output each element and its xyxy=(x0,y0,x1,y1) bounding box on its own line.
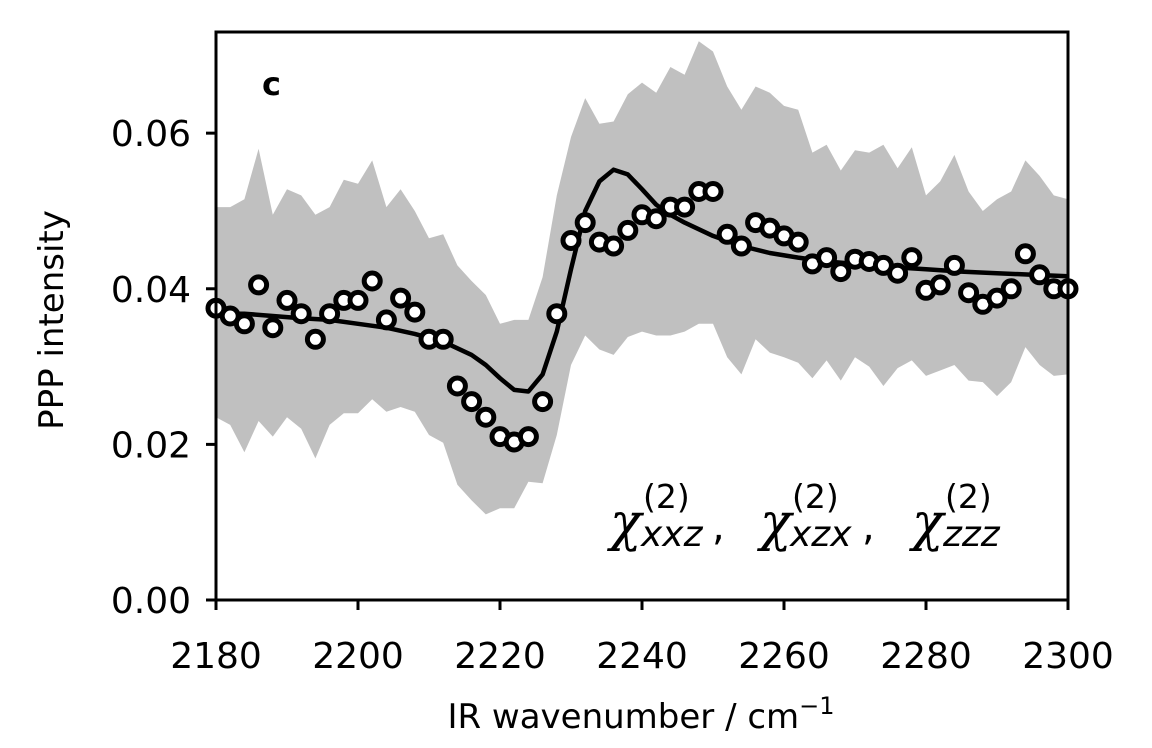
data-point xyxy=(1014,243,1036,265)
data-point xyxy=(730,235,752,257)
data-point xyxy=(233,313,255,335)
chi-subscript: xxz xyxy=(640,514,704,555)
data-point xyxy=(432,328,454,350)
chi-term-xzx: χ (2) xzx , xyxy=(756,477,875,555)
x-axis-title-superscript: −1 xyxy=(799,692,834,720)
data-markers xyxy=(205,181,1079,453)
chi-term-xxz: χ (2) xxz , xyxy=(606,477,725,555)
y-tick-label: 0.04 xyxy=(111,270,191,311)
data-point xyxy=(716,223,738,245)
data-point xyxy=(830,261,852,283)
x-axis-title-text: IR wavenumber / cm xyxy=(447,697,799,737)
chi-annotation: χ (2) xxz , χ (2) xzx , χ (2) zzz xyxy=(606,477,1001,555)
data-point xyxy=(986,287,1008,309)
chi-term-zzz: χ (2) zzz xyxy=(908,477,1001,555)
data-point xyxy=(901,247,923,269)
data-point xyxy=(347,289,369,311)
chi-symbol: χ xyxy=(908,493,947,553)
data-point xyxy=(319,303,341,325)
x-axis-title: IR wavenumber / cm−1 xyxy=(447,692,834,737)
data-point xyxy=(361,270,383,292)
x-axis-ticks: 2180 2200 2220 2240 2260 2280 2300 xyxy=(170,600,1114,677)
x-tick-label: 2220 xyxy=(454,636,546,677)
data-point xyxy=(574,212,596,234)
y-axis-title: PPP intensity xyxy=(32,210,72,430)
data-point xyxy=(290,303,312,325)
data-point xyxy=(532,391,554,413)
chi-symbol: χ xyxy=(606,493,645,553)
y-axis-ticks: 0.00 0.02 0.04 0.06 xyxy=(111,114,216,622)
y-tick-label: 0.02 xyxy=(111,425,191,466)
data-point xyxy=(887,262,909,284)
x-tick-label: 2260 xyxy=(738,636,830,677)
data-point xyxy=(603,235,625,257)
chi-superscript: (2) xyxy=(945,477,992,516)
data-point xyxy=(404,301,426,323)
data-point xyxy=(446,375,468,397)
data-point xyxy=(929,274,951,296)
data-point xyxy=(645,208,667,230)
x-tick-label: 2300 xyxy=(1022,636,1114,677)
x-tick-label: 2280 xyxy=(880,636,972,677)
data-point xyxy=(248,274,270,296)
data-point xyxy=(304,328,326,350)
panel-label: c xyxy=(262,65,281,103)
data-point xyxy=(1029,264,1051,286)
data-point xyxy=(787,231,809,253)
data-point xyxy=(517,426,539,448)
data-point xyxy=(617,219,639,241)
data-point xyxy=(560,230,582,251)
chi-symbol: χ xyxy=(756,493,795,553)
chi-superscript: (2) xyxy=(643,477,690,516)
data-point xyxy=(1000,278,1022,300)
data-point xyxy=(390,287,412,309)
x-tick-label: 2200 xyxy=(312,636,404,677)
data-point xyxy=(262,317,284,339)
data-point xyxy=(816,247,838,269)
data-point xyxy=(461,391,483,413)
chi-separator: , xyxy=(712,504,725,550)
data-point xyxy=(958,282,980,304)
data-point xyxy=(943,254,965,276)
data-point xyxy=(546,303,568,325)
plot-area xyxy=(205,41,1079,515)
data-point xyxy=(702,181,724,202)
chi-subscript: zzz xyxy=(942,514,1001,555)
chi-separator: , xyxy=(862,504,875,550)
y-tick-label: 0.00 xyxy=(111,581,191,622)
data-point xyxy=(475,406,497,428)
chi-subscript: xzx xyxy=(789,514,852,555)
uncertainty-band xyxy=(216,41,1068,515)
y-tick-label: 0.06 xyxy=(111,114,191,155)
data-point xyxy=(375,309,397,331)
x-tick-label: 2240 xyxy=(596,636,688,677)
x-tick-label: 2180 xyxy=(170,636,262,677)
data-point xyxy=(674,196,696,218)
data-point xyxy=(276,289,298,311)
chi-superscript: (2) xyxy=(792,477,839,516)
